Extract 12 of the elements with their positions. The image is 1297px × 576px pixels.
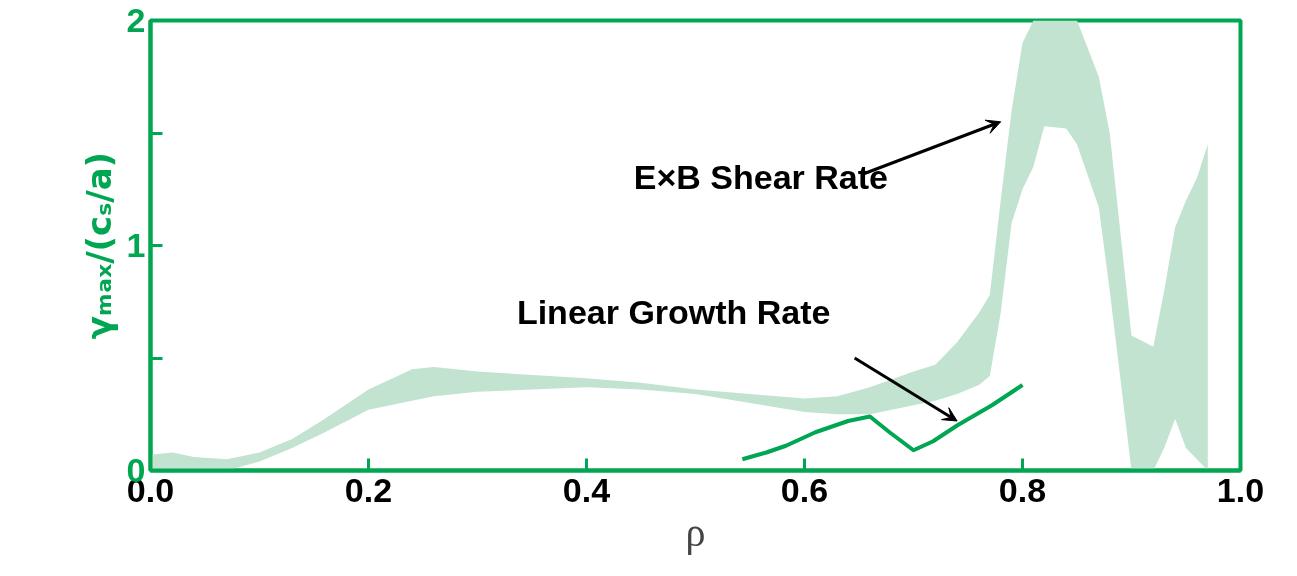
x-tick-label: 0.4 <box>562 470 611 509</box>
y-tick-label: 1 <box>126 226 146 264</box>
y-tick-label: 2 <box>126 1 146 39</box>
y-axis-title: γₘₐₓ/(cₛ/a) <box>78 151 119 340</box>
x-tick-label: 0.8 <box>998 470 1047 509</box>
annotation: Linear Growth Rate <box>516 293 831 331</box>
x-axis-title: ρ <box>685 509 706 555</box>
x-tick-label: 0.2 <box>344 470 393 509</box>
line-series <box>740 383 1025 462</box>
annotation: E×B Shear Rate <box>633 158 888 196</box>
x-tick-label: 0.6 <box>780 470 829 509</box>
x-tick-label: 1.0 <box>1216 470 1265 509</box>
